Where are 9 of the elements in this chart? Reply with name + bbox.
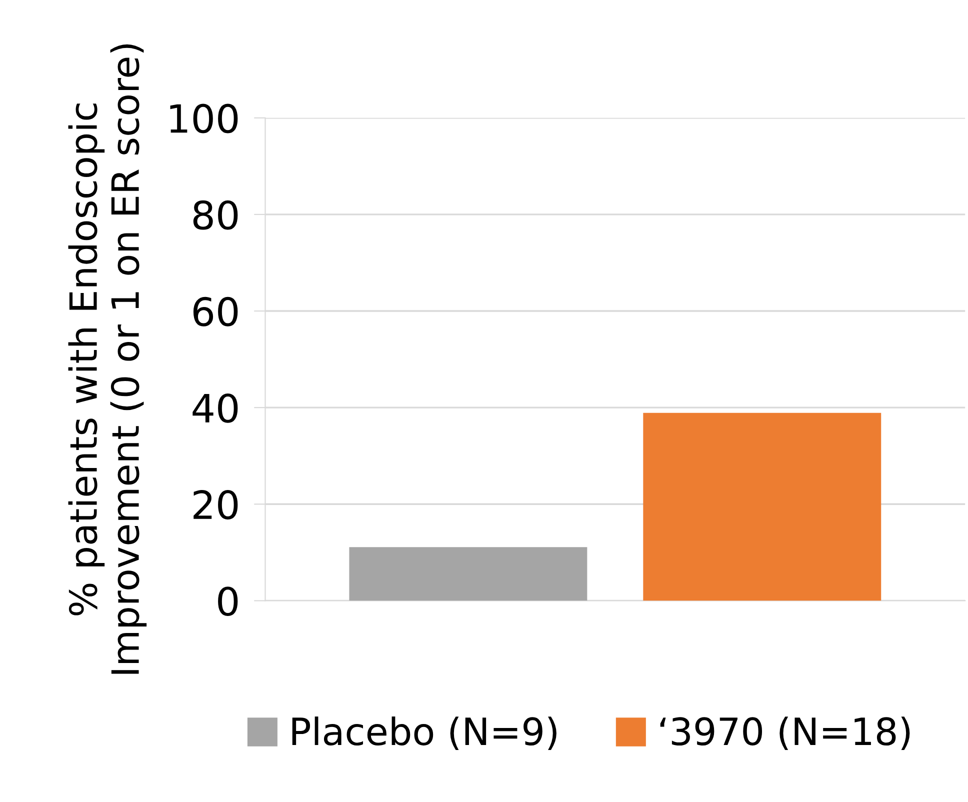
- y-tick-label: 60: [193, 296, 238, 326]
- y-tick-label: 100: [170, 104, 238, 134]
- legend-label: Placebo (N=9): [292, 716, 556, 750]
- legend-label: ‘3970 (N=18): [660, 716, 910, 750]
- y-tick-label: 0: [218, 586, 238, 616]
- y-axis-title: % patients with Endoscopic Improvement (0 or 1 on ER score): [68, 44, 147, 674]
- y-tick-label: 80: [193, 200, 238, 230]
- y-tick-label: 20: [194, 490, 238, 520]
- y-tick-label: 40: [192, 393, 238, 423]
